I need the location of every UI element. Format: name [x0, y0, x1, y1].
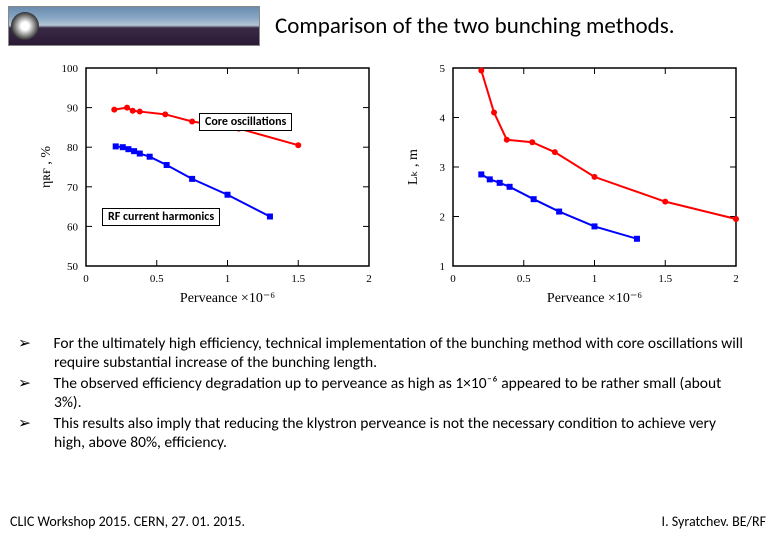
svg-text:0: 0	[450, 273, 456, 285]
footer-right: I. Syratchev. BE/RF	[662, 513, 766, 530]
svg-text:2: 2	[440, 212, 446, 224]
svg-text:60: 60	[67, 221, 79, 233]
bullet-3-text: This results also imply that reducing th…	[54, 414, 717, 452]
svg-text:50: 50	[67, 261, 79, 273]
left-chart: 0 0.5 1 1.5 2 50 60 70 80 90 100 Perveance ×10⁻⁶ ηʀғ…	[34, 58, 379, 308]
right-chart: 0 0.5 1 1.5 2 1 2 3 4 5 Perveance ×10⁻⁶ Lₖ , m	[401, 58, 746, 308]
bullets-block: ➢ For the ultimately high efficiency, te…	[30, 335, 750, 454]
bullet-1: ➢ For the ultimately high efficiency, te…	[30, 335, 750, 373]
svg-text:1.5: 1.5	[658, 273, 672, 285]
svg-text:Perveance ×10⁻⁶: Perveance ×10⁻⁶	[180, 291, 275, 306]
svg-text:Lₖ , m: Lₖ , m	[406, 149, 421, 185]
clic-logo	[11, 12, 39, 40]
svg-text:5: 5	[440, 63, 446, 75]
svg-text:70: 70	[67, 182, 79, 194]
svg-text:80: 80	[67, 142, 79, 154]
svg-text:90: 90	[67, 103, 79, 115]
left-chart-svg: 0 0.5 1 1.5 2 50 60 70 80 90 100 Perveance ×10⁻⁶ ηʀғ…	[34, 58, 379, 308]
bullet-2: ➢ The observed efficiency degradation up…	[30, 375, 750, 413]
svg-text:Perveance ×10⁻⁶: Perveance ×10⁻⁶	[547, 291, 642, 306]
footer-left: CLIC Workshop 2015. CERN, 27. 01. 2015.	[10, 513, 245, 530]
header-banner-image	[8, 6, 260, 46]
svg-text:1.5: 1.5	[291, 273, 305, 285]
svg-text:0: 0	[83, 273, 89, 285]
charts-row: 00.511.525060708090100Perveance ×10⁻⁶ηʀғ…	[34, 58, 746, 308]
svg-text:ηʀғ , %: ηʀғ , %	[39, 146, 54, 188]
bullet-3: ➢ This results also imply that reducing …	[30, 415, 750, 453]
svg-text:1: 1	[440, 261, 446, 273]
svg-text:2: 2	[366, 273, 372, 285]
bullet-2-text: The observed efficiency degradation up t…	[54, 374, 722, 412]
svg-text:0.5: 0.5	[517, 273, 531, 285]
bullet-1-text: For the ultimately high efficiency, tech…	[54, 334, 743, 372]
chart-annotation: RF current harmonics	[102, 208, 220, 226]
page-title: Comparison of the two bunching methods.	[275, 12, 675, 40]
svg-text:1: 1	[225, 273, 231, 285]
svg-text:2: 2	[733, 273, 739, 285]
svg-text:3: 3	[440, 162, 446, 174]
right-chart-svg: 0 0.5 1 1.5 2 1 2 3 4 5 Perveance ×10⁻⁶ Lₖ , m	[401, 58, 746, 308]
chart-annotation: Core oscillations	[199, 113, 292, 131]
svg-text:0.5: 0.5	[150, 273, 164, 285]
svg-text:4: 4	[440, 113, 446, 125]
svg-text:100: 100	[62, 63, 79, 75]
svg-text:1: 1	[592, 273, 598, 285]
